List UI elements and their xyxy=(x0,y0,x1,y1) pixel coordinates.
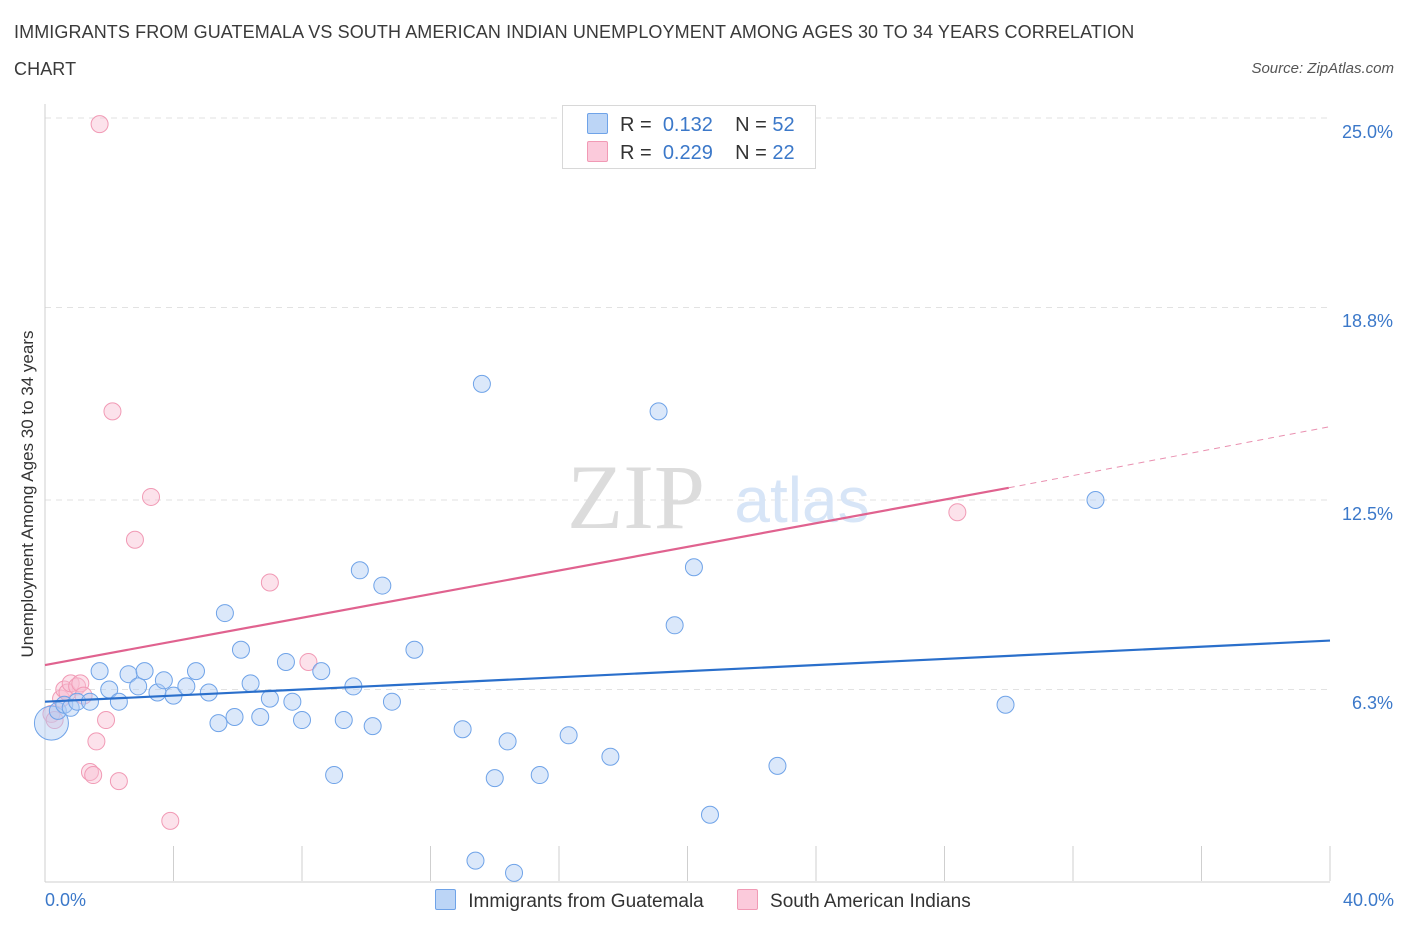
x-tick-label: 0.0% xyxy=(45,890,87,910)
y-tick-label: 25.0% xyxy=(1341,122,1393,142)
legend-r-value-guatemala: 0.132 xyxy=(662,114,713,136)
point-guatemala xyxy=(684,558,703,577)
y-tick-label: 12.5% xyxy=(1341,504,1393,524)
point-south-american-indians xyxy=(97,711,116,730)
point-guatemala xyxy=(109,692,128,711)
point-guatemala xyxy=(186,662,205,681)
point-guatemala xyxy=(312,662,331,681)
legend-n-value-guatemala: 52 xyxy=(772,114,795,136)
legend-n-label: N = xyxy=(735,142,767,164)
point-guatemala xyxy=(276,652,295,671)
point-guatemala xyxy=(498,732,517,751)
point-south-american-indians xyxy=(80,762,99,781)
trend-lines xyxy=(44,426,1331,703)
point-guatemala xyxy=(700,805,719,824)
point-guatemala xyxy=(231,640,250,659)
correlation-legend: R = 0.132 N = 52 R = 0.229 N = 22 xyxy=(562,105,816,169)
point-guatemala xyxy=(559,726,578,745)
trend-line-guatemala xyxy=(44,639,1331,703)
point-guatemala xyxy=(90,662,109,681)
point-guatemala xyxy=(649,402,668,421)
point-guatemala xyxy=(453,720,472,739)
point-guatemala xyxy=(373,576,392,595)
y-tick-label: 18.8% xyxy=(1341,311,1393,332)
point-guatemala xyxy=(177,677,196,696)
point-south-american-indians xyxy=(84,766,103,785)
point-south-american-indians xyxy=(260,573,279,592)
point-guatemala xyxy=(154,671,173,690)
point-south-american-indians xyxy=(948,503,967,522)
point-guatemala xyxy=(215,604,234,623)
legend-swatch-sai xyxy=(737,889,759,910)
point-guatemala xyxy=(1086,491,1105,509)
legend-n-value-sai: 22 xyxy=(772,142,795,164)
point-south-american-indians xyxy=(68,677,87,696)
legend-swatch-guatemala xyxy=(435,889,457,910)
point-south-american-indians xyxy=(125,530,144,549)
point-guatemala xyxy=(241,674,260,693)
point-south-american-indians xyxy=(87,732,106,751)
point-south-american-indians xyxy=(103,402,122,421)
point-guatemala xyxy=(325,766,344,785)
legend-item-guatemala[interactable]: Immigrants from Guatemala xyxy=(435,889,704,913)
gridlines xyxy=(45,117,1330,690)
point-guatemala xyxy=(68,692,87,711)
point-guatemala xyxy=(350,561,369,580)
point-guatemala xyxy=(33,705,69,741)
series-legend: Immigrants from Guatemala South American… xyxy=(0,889,1406,913)
legend-label-guatemala: Immigrants from Guatemala xyxy=(468,891,704,912)
point-guatemala xyxy=(293,711,311,730)
point-guatemala xyxy=(283,692,302,711)
y-tick-label: 6.3% xyxy=(1351,693,1393,714)
point-guatemala xyxy=(135,662,154,681)
legend-item-sai[interactable]: South American Indians xyxy=(737,889,971,913)
point-guatemala xyxy=(225,707,244,726)
point-south-american-indians xyxy=(109,772,128,791)
point-guatemala xyxy=(334,711,353,730)
series-south-american-indians xyxy=(42,115,967,830)
legend-r-value-sai: 0.229 xyxy=(662,142,713,164)
legend-r-label: R = xyxy=(620,114,652,136)
point-guatemala xyxy=(382,692,401,711)
point-guatemala xyxy=(530,766,549,785)
trend-line-sai-extension xyxy=(1008,426,1331,489)
point-guatemala xyxy=(405,640,424,659)
legend-swatch-guatemala xyxy=(587,113,608,134)
point-guatemala xyxy=(601,747,620,766)
point-guatemala xyxy=(251,707,270,726)
point-guatemala xyxy=(768,756,787,775)
point-south-american-indians xyxy=(90,115,109,134)
point-guatemala xyxy=(260,689,279,708)
point-guatemala xyxy=(363,717,382,736)
legend-r-label: R = xyxy=(620,142,652,164)
point-guatemala xyxy=(996,695,1015,714)
point-guatemala xyxy=(466,851,485,870)
watermark: ZIP atlas xyxy=(567,446,870,548)
point-south-american-indians xyxy=(142,487,161,506)
point-guatemala xyxy=(209,714,228,733)
legend-row-guatemala: R = 0.132 N = 52 xyxy=(587,113,795,137)
trend-line-sai xyxy=(44,486,1009,667)
legend-row-sai: R = 0.229 N = 22 xyxy=(587,141,795,165)
legend-swatch-sai xyxy=(587,141,608,162)
watermark-zip: ZIP xyxy=(567,446,705,548)
x-tick-label: 40.0% xyxy=(1342,890,1394,910)
point-guatemala xyxy=(80,692,99,711)
watermark-atlas: atlas xyxy=(734,464,869,536)
axes xyxy=(44,104,1331,883)
point-guatemala xyxy=(505,863,524,882)
legend-label-sai: South American Indians xyxy=(770,891,971,912)
legend-n-label: N = xyxy=(735,114,767,136)
point-south-american-indians xyxy=(161,811,180,830)
chart-title: IMMIGRANTS FROM GUATEMALA VS SOUTH AMERI… xyxy=(14,22,1135,79)
point-south-american-indians xyxy=(299,652,318,671)
point-guatemala xyxy=(129,677,148,696)
point-guatemala xyxy=(665,616,684,635)
point-guatemala xyxy=(485,769,504,788)
point-guatemala xyxy=(472,374,491,393)
source-label: Source: ZipAtlas.com xyxy=(1251,60,1394,77)
